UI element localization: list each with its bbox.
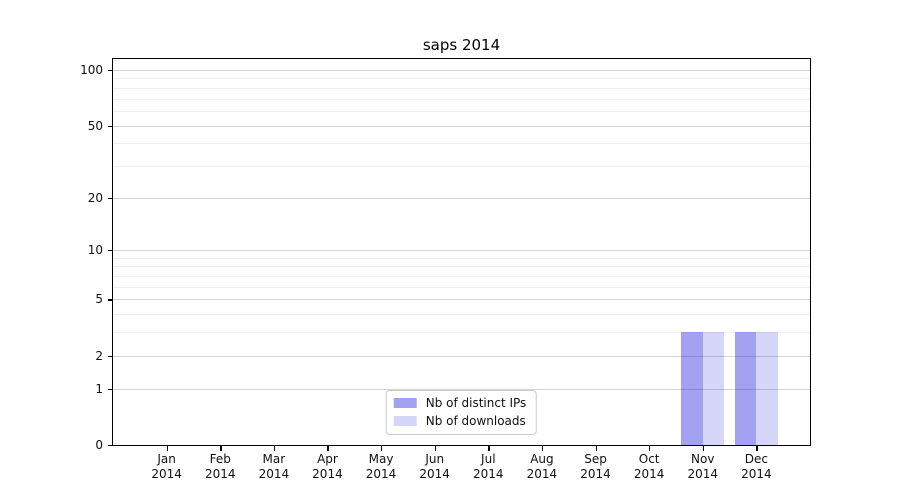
gridline-minor (113, 87, 810, 89)
x-tick-mark (273, 446, 276, 451)
x-tick-label: May 2014 (351, 452, 411, 482)
bar-downloads-dec (756, 332, 778, 445)
gridline-minor (113, 165, 810, 167)
x-tick-month: Sep (584, 452, 607, 466)
x-tick-label: Feb 2014 (190, 452, 250, 482)
x-tick-mark (381, 446, 383, 451)
legend-label-downloads: Nb of downloads (425, 414, 526, 428)
y-tick-label: 100 (80, 63, 103, 77)
y-tick-label: 20 (87, 190, 103, 205)
x-tick-month: Mar (262, 452, 286, 466)
x-tick-mark (756, 446, 758, 451)
gridline-minor (113, 332, 810, 334)
x-tick-year: 2014 (151, 467, 182, 481)
x-tick-month: May (368, 452, 394, 466)
y-tick-label: 2 (95, 348, 103, 363)
gridline-minor (113, 266, 810, 268)
y-tick-mark (108, 125, 113, 127)
x-tick-mark (541, 446, 544, 451)
x-tick-month: Feb (209, 452, 231, 466)
gridline-major (113, 70, 810, 71)
y-tick-mark (108, 355, 113, 358)
x-tick-month: Aug (530, 452, 554, 466)
legend-swatch-downloads (393, 416, 417, 426)
gridline-minor (113, 98, 810, 100)
x-tick-year: 2014 (687, 467, 719, 481)
gridline-major (113, 250, 810, 252)
y-tick-label: 10 (87, 243, 103, 258)
x-tick-year: 2014 (473, 467, 504, 481)
x-tick-year: 2014 (312, 467, 343, 481)
legend: Nb of distinct IPs Nb of downloads (385, 390, 537, 435)
chart-title: saps 2014 (422, 36, 501, 54)
x-tick-mark (434, 446, 436, 451)
x-tick-mark (166, 446, 168, 451)
gridline-major (113, 125, 810, 127)
gridline-minor (113, 276, 810, 278)
gridline-major (113, 299, 810, 301)
y-tick-mark (108, 445, 113, 447)
x-tick-mark (649, 446, 651, 451)
x-tick-year: 2014 (526, 467, 558, 481)
y-tick-mark (108, 197, 113, 199)
x-tick-label: Aug 2014 (512, 452, 572, 482)
y-tick-label: 0 (95, 438, 103, 452)
x-tick-label: Dec 2014 (726, 452, 786, 482)
legend-item-distinct-ips: Nb of distinct IPs (393, 396, 527, 410)
y-tick-mark (108, 250, 113, 252)
gridline-minor (113, 110, 810, 112)
legend-label-distinct-ips: Nb of distinct IPs (425, 396, 527, 410)
x-tick-year: 2014 (580, 467, 611, 481)
x-tick-label: Jan 2014 (137, 452, 197, 482)
gridline-major (113, 388, 810, 390)
x-tick-year: 2014 (633, 467, 665, 481)
y-tick-mark (108, 70, 113, 72)
y-tick-mark (108, 388, 113, 390)
x-tick-label: Apr 2014 (297, 452, 357, 482)
x-tick-month: Apr (317, 452, 338, 466)
gridline-minor (113, 257, 810, 259)
x-tick-mark (220, 446, 222, 451)
bar-downloads-nov (702, 332, 725, 445)
bar-distinct-ips-nov (681, 332, 703, 445)
x-tick-month: Nov (691, 452, 715, 466)
x-tick-label: Sep 2014 (566, 452, 626, 482)
x-tick-year: 2014 (419, 467, 450, 481)
gridline-minor (113, 314, 810, 316)
x-tick-month: Jun (425, 452, 445, 466)
x-tick-year: 2014 (258, 467, 290, 481)
x-tick-label: Jul 2014 (458, 452, 518, 482)
x-tick-label: Jun 2014 (405, 452, 465, 482)
x-tick-month: Oct (638, 452, 660, 466)
x-tick-mark (595, 446, 597, 451)
x-tick-year: 2014 (365, 467, 397, 481)
x-tick-month: Jan (157, 452, 176, 466)
x-tick-label: Oct 2014 (619, 452, 679, 482)
y-tick-label: 5 (95, 292, 103, 307)
x-tick-mark (702, 446, 705, 451)
y-tick-label: 50 (87, 118, 103, 133)
y-tick-label: 1 (95, 381, 103, 396)
x-tick-year: 2014 (741, 467, 772, 481)
y-tick-mark (108, 299, 113, 301)
x-tick-label: Nov 2014 (673, 452, 733, 482)
x-tick-month: Jul (481, 452, 496, 466)
x-tick-month: Dec (744, 452, 768, 466)
x-tick-label: Mar 2014 (244, 452, 304, 482)
x-tick-mark (488, 446, 490, 451)
legend-item-downloads: Nb of downloads (393, 414, 527, 428)
bar-distinct-ips-dec (734, 332, 757, 445)
gridline-minor (113, 143, 810, 145)
gridline-major (113, 355, 810, 357)
gridline-major (113, 197, 810, 199)
gridline-minor (113, 286, 810, 288)
x-tick-mark (327, 446, 329, 451)
legend-swatch-distinct-ips (393, 398, 417, 408)
gridline-minor (113, 78, 810, 80)
x-tick-year: 2014 (204, 467, 236, 481)
